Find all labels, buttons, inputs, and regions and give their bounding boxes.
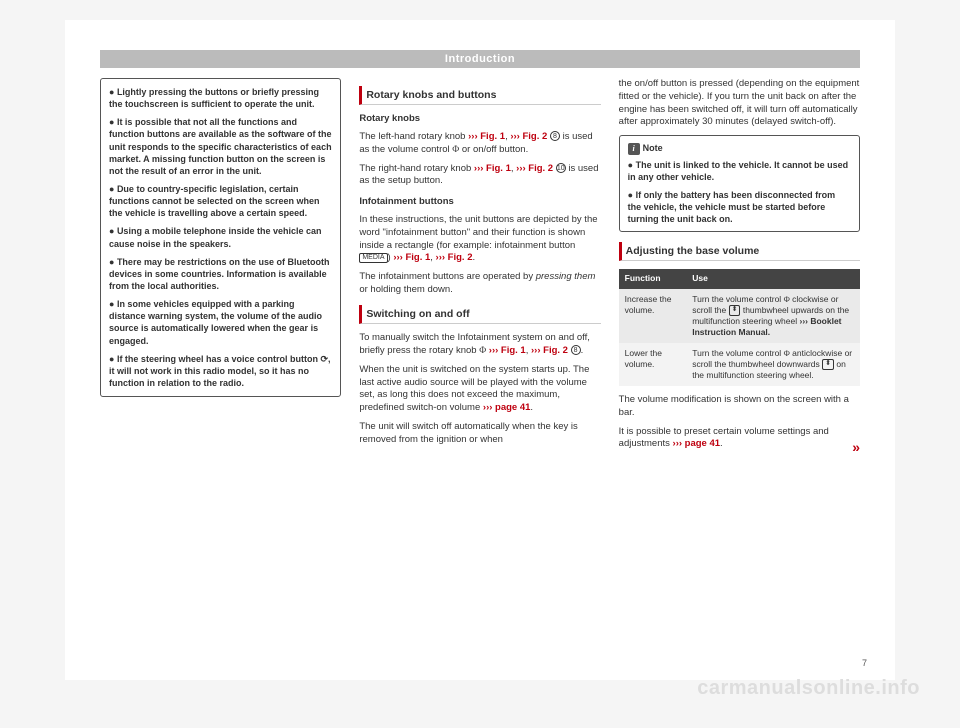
figure-ref: ››› Fig. 1 <box>474 163 511 174</box>
figure-ref: ››› Fig. 2 <box>531 345 568 356</box>
continue-icon: » <box>852 438 860 457</box>
manual-page: Introduction ● Lightly pressing the butt… <box>65 20 895 680</box>
page-number: 7 <box>862 658 867 668</box>
column-1: ● Lightly pressing the buttons or briefl… <box>100 78 341 457</box>
subsection-title: Rotary knobs <box>359 113 600 126</box>
note-text: The unit is linked to the vehicle. It ca… <box>628 160 848 182</box>
text: Turn the volume control <box>692 348 783 358</box>
warning-text: In some vehicles equipped with a parking… <box>109 299 322 345</box>
paragraph: The volume modification is shown on the … <box>619 394 860 420</box>
figure-ref: ››› Fig. 1 <box>468 131 505 142</box>
page-ref: ››› page 41 <box>483 402 531 413</box>
note-item: ● If only the battery has been disconnec… <box>628 189 851 225</box>
warning-item: ● It is possible that not all the functi… <box>109 116 332 177</box>
figure-ref: ››› Fig. 1 <box>489 345 526 356</box>
text: When the unit is switched on the system … <box>359 364 589 413</box>
wheel-icon: ⬍ <box>822 359 834 369</box>
warning-text: Lightly pressing the buttons or briefly … <box>109 87 319 109</box>
warning-text: It is possible that not all the function… <box>109 117 332 176</box>
warning-text: There may be restrictions on the use of … <box>109 257 329 291</box>
watermark: carmanualsonline.info <box>697 677 920 700</box>
warning-item: ● Using a mobile telephone inside the ve… <box>109 225 332 249</box>
text: The right-hand rotary knob <box>359 163 474 174</box>
warning-box: ● Lightly pressing the buttons or briefl… <box>100 78 341 397</box>
section-title: Adjusting the base volume <box>619 242 860 261</box>
column-2: Rotary knobs and buttons Rotary knobs Th… <box>359 78 600 457</box>
warning-item: ● Lightly pressing the buttons or briefl… <box>109 86 332 110</box>
section-title: Switching on and off <box>359 305 600 324</box>
text: It is possible to preset certain volume … <box>619 426 829 450</box>
text: or holding them down. <box>359 284 452 295</box>
power-icon: Φ <box>479 346 486 356</box>
page-header: Introduction <box>100 50 860 68</box>
paragraph: To manually switch the Infotainment syst… <box>359 332 600 358</box>
column-3: the on/off button is pressed (depending … <box>619 78 860 457</box>
paragraph: It is possible to preset certain volume … <box>619 426 860 452</box>
table-header-row: Function Use <box>619 269 860 288</box>
paragraph: In these instructions, the unit buttons … <box>359 214 600 265</box>
text: The infotainment buttons are operated by <box>359 271 535 282</box>
page-ref: ››› page 41 <box>673 438 721 449</box>
callout-8: 8 <box>550 131 560 141</box>
text: Turn the volume control <box>692 294 783 304</box>
warning-text: Using a mobile telephone inside the vehi… <box>109 226 322 248</box>
paragraph: When the unit is switched on the system … <box>359 364 600 415</box>
table-cell: Turn the volume control Φ anticlockwise … <box>686 343 860 386</box>
subsection-title: Infotainment buttons <box>359 196 600 209</box>
table-header: Function <box>619 269 687 288</box>
note-text: If only the battery has been disconnecte… <box>628 190 835 224</box>
warning-text: Due to country-specific legislation, cer… <box>109 184 320 218</box>
note-item: ● The unit is linked to the vehicle. It … <box>628 159 851 183</box>
figure-ref: ››› Fig. 2 <box>436 252 473 263</box>
content-columns: ● Lightly pressing the buttons or briefl… <box>100 78 860 457</box>
warning-item: ● If the steering wheel has a voice cont… <box>109 353 332 389</box>
note-label: Note <box>643 143 663 153</box>
paragraph: the on/off button is pressed (depending … <box>619 78 860 129</box>
info-icon: i <box>628 143 640 155</box>
paragraph: The right-hand rotary knob ››› Fig. 1, ›… <box>359 163 600 189</box>
text: or on/off button. <box>459 144 528 155</box>
callout-8: 8 <box>571 345 581 355</box>
table-row: Increase the volume. Turn the volume con… <box>619 289 860 343</box>
warning-item: ● Due to country-specific legislation, c… <box>109 183 332 219</box>
table-cell: Lower the volume. <box>619 343 687 386</box>
figure-ref: ››› Fig. 1 <box>393 252 430 263</box>
warning-text: If the steering wheel has a voice contro… <box>109 354 331 388</box>
warning-item: ● In some vehicles equipped with a parki… <box>109 298 332 347</box>
note-heading: iNote <box>628 142 851 155</box>
figure-ref: ››› Fig. 2 <box>510 131 547 142</box>
media-button-label: MEDIA <box>359 253 387 263</box>
paragraph: The infotainment buttons are operated by… <box>359 271 600 297</box>
table-cell: Turn the volume control Φ clockwise or s… <box>686 289 860 343</box>
volume-table: Function Use Increase the volume. Turn t… <box>619 269 860 386</box>
section-title: Rotary knobs and buttons <box>359 86 600 105</box>
text-italic: pressing them <box>536 271 596 282</box>
table-cell: Increase the volume. <box>619 289 687 343</box>
note-box: iNote ● The unit is linked to the vehicl… <box>619 135 860 232</box>
callout-10: 10 <box>556 163 566 173</box>
text: In these instructions, the unit buttons … <box>359 214 597 251</box>
table-header: Use <box>686 269 860 288</box>
wheel-icon: ⬍ <box>729 305 741 315</box>
text: The left-hand rotary knob <box>359 131 468 142</box>
table-row: Lower the volume. Turn the volume contro… <box>619 343 860 386</box>
paragraph: The left-hand rotary knob ››› Fig. 1, ››… <box>359 131 600 157</box>
figure-ref: ››› Fig. 2 <box>516 163 553 174</box>
paragraph: The unit will switch off automatically w… <box>359 421 600 447</box>
warning-item: ● There may be restrictions on the use o… <box>109 256 332 292</box>
